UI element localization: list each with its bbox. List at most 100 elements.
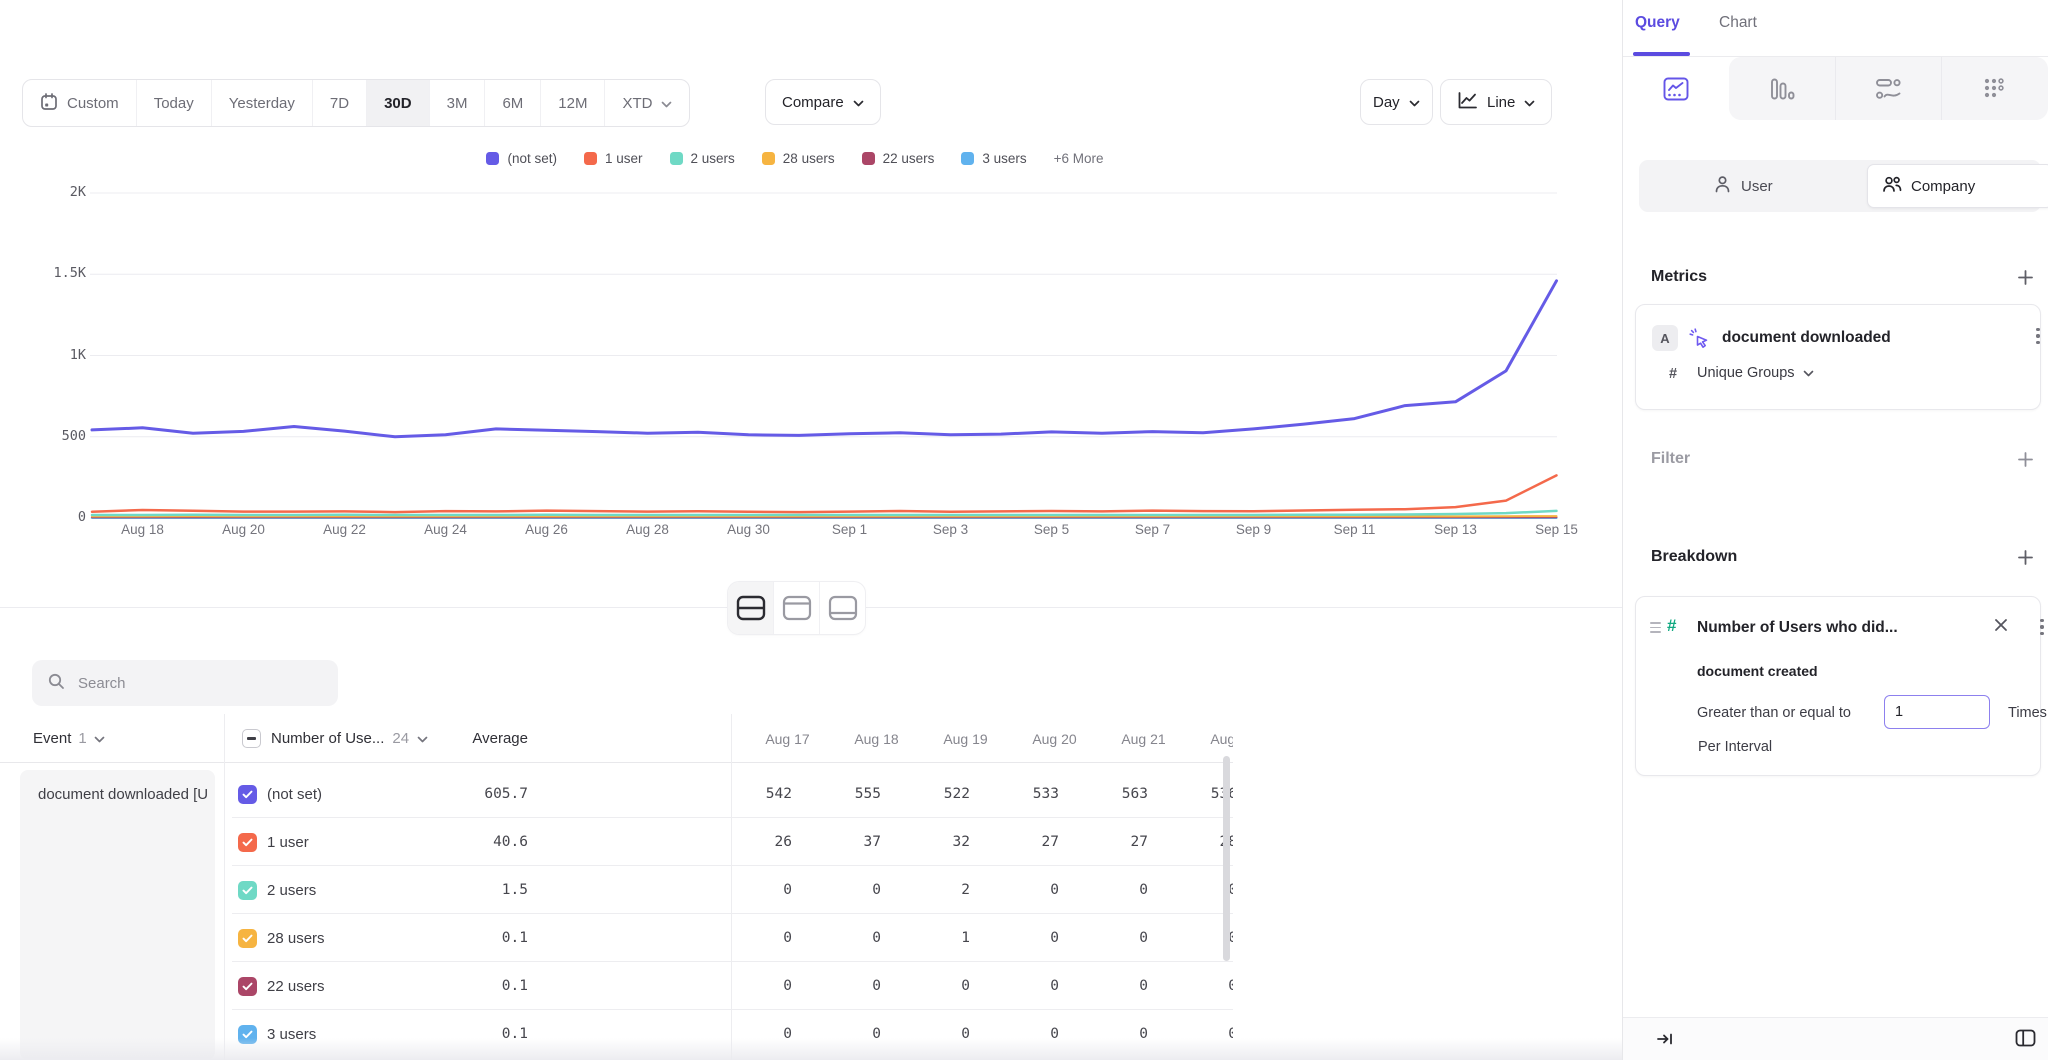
range-6m[interactable]: 6M (484, 80, 540, 126)
results-table: Event1Number of Use...24AverageAug 17Aug… (0, 714, 1233, 1060)
date-column-header: Aug 20 (1010, 731, 1099, 747)
chevron-down-icon (661, 95, 672, 112)
x-tick-label: Sep 11 (1310, 522, 1400, 537)
row-value: 0 (832, 930, 921, 946)
range-30d[interactable]: 30D (366, 80, 429, 126)
line-chart-icon (1457, 91, 1478, 114)
x-tick-label: Sep 3 (906, 522, 996, 537)
kebab-menu-icon[interactable] (2030, 325, 2046, 347)
search-input[interactable] (76, 674, 310, 693)
property-hash-icon: # (1667, 616, 1676, 636)
row-value: 2 (921, 882, 1010, 898)
legend-item[interactable]: 3 users (961, 151, 1026, 166)
select-all-checkbox[interactable] (242, 729, 261, 748)
row-label: 22 users (267, 978, 325, 995)
legend-item[interactable]: 1 user (584, 151, 643, 166)
tab-chart[interactable]: Chart (1719, 14, 1757, 32)
table-row: 28 users0.1001000 (0, 914, 1233, 962)
row-value: 533 (1010, 786, 1099, 802)
entity-toggle: User Company (1639, 160, 2041, 212)
breakdown-event-name: document created (1697, 663, 1818, 679)
metric-badge: A (1652, 325, 1678, 351)
y-tick-label: 2K (20, 184, 86, 200)
range-yesterday[interactable]: Yesterday (211, 80, 312, 126)
range-7d[interactable]: 7D (312, 80, 366, 126)
line-chart (0, 185, 1622, 545)
y-tick-label: 500 (20, 428, 86, 444)
x-tick-label: Sep 9 (1209, 522, 1299, 537)
range-12m[interactable]: 12M (540, 80, 604, 126)
metric-card[interactable]: A document downloaded # Unique Groups (1635, 304, 2041, 410)
times-unit-label: Times (2008, 705, 2047, 721)
header-divider (0, 762, 1233, 763)
x-tick-label: Aug 24 (401, 522, 491, 537)
entity-option-company[interactable]: Company (1882, 160, 1975, 212)
chart-type-button[interactable]: Line (1440, 79, 1552, 125)
search-box[interactable] (32, 660, 338, 706)
chevron-down-icon (853, 94, 864, 111)
x-tick-label: Aug 26 (502, 522, 592, 537)
row-checkbox[interactable] (238, 929, 257, 948)
chart-type-selector (1623, 57, 2048, 120)
row-label: 1 user (267, 834, 309, 851)
range-today[interactable]: Today (136, 80, 211, 126)
filter-heading: Filter (1651, 450, 1690, 468)
collapse-right-icon[interactable] (1656, 1031, 1674, 1052)
sidebar-toggle-icon[interactable] (2015, 1029, 2036, 1052)
row-average: 605.7 (380, 786, 528, 802)
row-value: 27 (1010, 834, 1099, 850)
tab-query[interactable]: Query (1635, 14, 1680, 32)
legend-swatch (486, 152, 499, 165)
legend-more[interactable]: +6 More (1054, 151, 1104, 166)
row-average: 1.5 (380, 882, 528, 898)
row-value: 0 (743, 1026, 832, 1042)
row-checkbox[interactable] (238, 977, 257, 996)
split-horizontal-icon[interactable] (728, 582, 773, 634)
kebab-menu-icon[interactable] (2034, 616, 2048, 638)
flow-chart-icon[interactable] (1835, 57, 1942, 120)
legend-item[interactable]: 2 users (670, 151, 735, 166)
row-value: 1 (921, 930, 1010, 946)
row-value: 0 (743, 882, 832, 898)
x-tick-label: Aug 22 (300, 522, 390, 537)
drag-handle-icon[interactable] (1650, 622, 1661, 633)
compare-label: Compare (782, 94, 844, 111)
row-value: 555 (832, 786, 921, 802)
dot-grid-icon[interactable] (1941, 57, 2048, 120)
row-value: 0 (832, 882, 921, 898)
legend-item[interactable]: 22 users (862, 151, 935, 166)
legend-item[interactable]: (not set) (486, 151, 557, 166)
breakdown-card[interactable]: # Number of Users who did... document cr… (1635, 596, 2041, 776)
row-checkbox[interactable] (238, 833, 257, 852)
metric-event-name: document downloaded (1722, 329, 1891, 347)
range-custom[interactable]: Custom (23, 80, 136, 126)
close-icon[interactable] (1994, 618, 2008, 637)
times-value-input[interactable] (1884, 695, 1990, 729)
add-filter-button[interactable] (2015, 449, 2035, 469)
date-column-header: Aug 17 (743, 731, 832, 747)
add-metric-button[interactable] (2015, 267, 2035, 287)
per-interval-label: Per Interval (1698, 739, 1772, 755)
active-tab-underline (1633, 52, 1690, 56)
row-checkbox[interactable] (238, 881, 257, 900)
measure-label: Unique Groups (1697, 365, 1795, 381)
panel-bottom-icon[interactable] (819, 582, 865, 634)
row-checkbox[interactable] (238, 785, 257, 804)
date-range-control: CustomTodayYesterday7D30D3M6M12MXTD (22, 79, 690, 127)
range-3m[interactable]: 3M (429, 80, 485, 126)
bar-chart-icon[interactable] (1729, 57, 1835, 120)
line-chart-type-icon-active[interactable] (1623, 57, 1729, 120)
x-tick-label: Sep 1 (805, 522, 895, 537)
table-scrollbar[interactable] (1223, 756, 1230, 961)
entity-option-user[interactable]: User (1713, 160, 1773, 212)
add-breakdown-button[interactable] (2015, 547, 2035, 567)
interval-button[interactable]: Day (1360, 79, 1433, 125)
row-checkbox[interactable] (238, 1025, 257, 1044)
row-average: 40.6 (380, 834, 528, 850)
panel-top-icon[interactable] (773, 582, 819, 634)
event-column-header[interactable]: Event1 (33, 730, 105, 747)
measure-selector[interactable]: Unique Groups (1697, 365, 1814, 381)
range-xtd[interactable]: XTD (604, 80, 689, 126)
legend-item[interactable]: 28 users (762, 151, 835, 166)
compare-button[interactable]: Compare (765, 79, 881, 125)
